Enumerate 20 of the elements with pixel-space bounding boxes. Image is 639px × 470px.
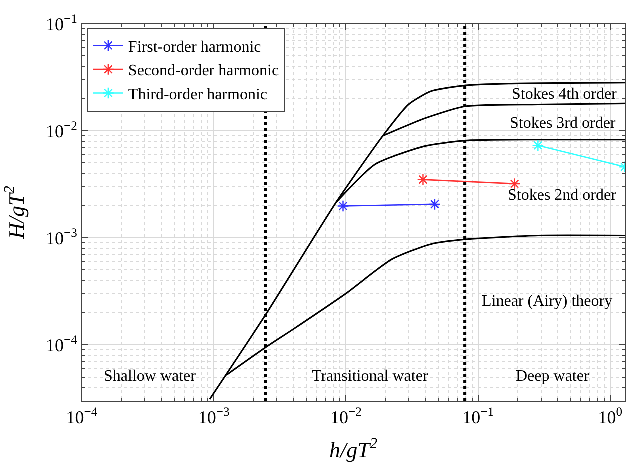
annotation: Deep water (516, 368, 590, 385)
y-tick-label: 10$^{−2}$ (46, 118, 78, 142)
x-tick-label: 10$^{−2}$ (330, 405, 362, 428)
annotation: Stokes 3rd order (510, 115, 616, 132)
legend-label: First-order harmonic (128, 38, 262, 56)
x-tick-label: 10$^{−3}$ (198, 405, 230, 428)
annotation: Shallow water (104, 368, 197, 385)
x-axis-title: h/gT$^{2}$ (329, 435, 378, 462)
x-tick-label: 10$^{−1}$ (462, 405, 494, 428)
annotation: Stokes 4th order (512, 86, 618, 103)
y-tick-label: 10$^{−1}$ (46, 12, 78, 34)
x-tick-label: 10$^{−4}$ (66, 405, 98, 428)
legend-label: Third-order harmonic (128, 86, 268, 104)
annotation: Linear (Airy) theory (482, 293, 613, 310)
annotation: Stokes 2nd order (508, 187, 618, 204)
annotation: Transitional water (312, 368, 429, 385)
x-tick-label: 10$^{0}$ (598, 405, 623, 428)
y-tick-label: 10$^{−4}$ (46, 332, 78, 356)
y-tick-label: 10$^{−3}$ (46, 226, 78, 248)
legend-label: Second-order harmonic (128, 62, 280, 80)
